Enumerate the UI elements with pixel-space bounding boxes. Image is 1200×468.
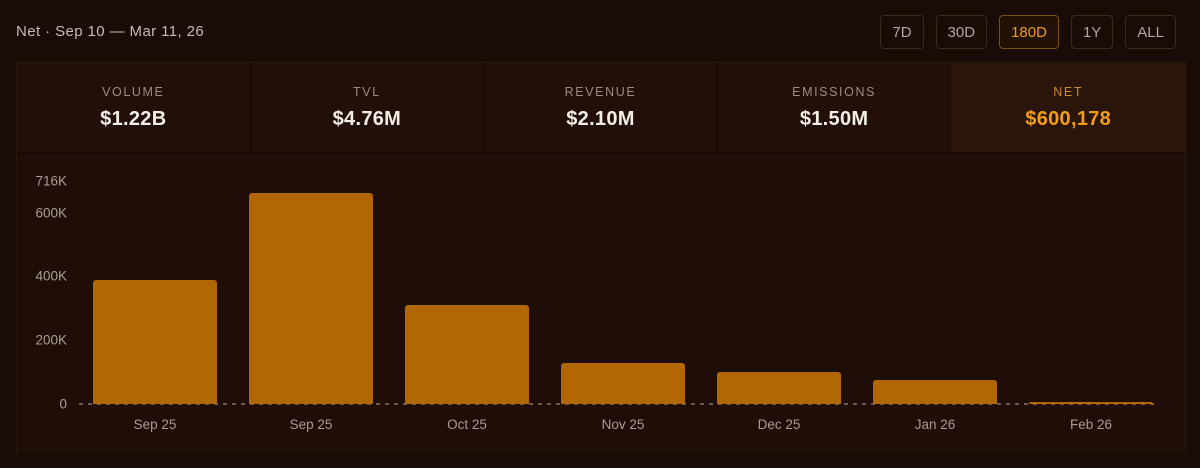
range-button-1y[interactable]: 1Y	[1070, 15, 1114, 49]
stat-value: $2.10M	[566, 107, 635, 130]
stat-label: TVL	[353, 84, 381, 99]
stat-tab-volume[interactable]: VOLUME $1.22B	[17, 63, 251, 152]
x-axis-tick-label: Oct 25	[447, 417, 487, 432]
y-axis-tick-label: 400K	[35, 268, 67, 284]
stat-value: $4.76M	[332, 107, 402, 130]
bar-dec-25-4[interactable]	[717, 371, 841, 404]
x-axis-tick-label: Feb 26	[1069, 417, 1113, 432]
zero-axis-line	[79, 403, 1159, 405]
chart-period-label: Net · Sep 10 — Mar 11, 26	[16, 23, 205, 40]
bar-nov-25-3[interactable]	[561, 363, 685, 404]
stat-tab-tvl[interactable]: TVL $4.76M	[250, 63, 485, 152]
stat-label: EMISSIONS	[792, 84, 877, 99]
bar-sep-25-1[interactable]	[249, 192, 373, 404]
x-axis-tick-label: Sep 25	[289, 417, 333, 432]
stat-tab-net[interactable]: NET $600,178	[951, 63, 1185, 152]
bar-oct-25-2[interactable]	[405, 305, 529, 404]
stat-value: $1.50M	[799, 107, 869, 130]
x-axis-tick-label: Nov 25	[601, 417, 645, 432]
range-button-all[interactable]: ALL	[1125, 15, 1176, 49]
stat-tab-bar: VOLUME $1.22B TVL $4.76M REVENUE $2.10M …	[17, 63, 1185, 153]
x-axis-tick-label: Jan 26	[914, 417, 956, 432]
stat-label: VOLUME	[102, 84, 165, 99]
stat-tab-revenue[interactable]: REVENUE $2.10M	[484, 63, 718, 152]
y-axis-tick-label: 0	[59, 396, 67, 412]
stats-chart-panel: VOLUME $1.22B TVL $4.76M REVENUE $2.10M …	[16, 62, 1186, 453]
bar-sep-25-0[interactable]	[93, 280, 217, 404]
y-axis-tick-label: 600K	[35, 205, 67, 221]
stat-tab-emissions[interactable]: EMISSIONS $1.50M	[717, 63, 952, 152]
y-axis-tick-label: 716K	[35, 173, 67, 189]
range-button-group: 7D 30D 180D 1Y ALL	[880, 15, 1176, 49]
bar-jan-26-5[interactable]	[873, 380, 997, 404]
bar-feb-26-6[interactable]	[1029, 402, 1153, 404]
range-button-180d[interactable]: 180D	[999, 15, 1059, 49]
range-button-30d[interactable]: 30D	[935, 15, 988, 49]
stat-value: $600,178	[1025, 107, 1112, 130]
x-axis-tick-label: Dec 25	[757, 417, 801, 432]
range-button-7d[interactable]: 7D	[880, 15, 924, 49]
stat-label: NET	[1053, 84, 1084, 99]
stat-value: $1.22B	[100, 107, 167, 130]
x-axis-tick-label: Sep 25	[133, 417, 177, 432]
net-bar-chart: 0 200K 400K 600K 716K Sep 25 Sep 25 Oct 25 Nov 2…	[17, 153, 1185, 453]
stat-label: REVENUE	[564, 84, 637, 99]
y-axis-tick-label: 200K	[35, 332, 67, 348]
